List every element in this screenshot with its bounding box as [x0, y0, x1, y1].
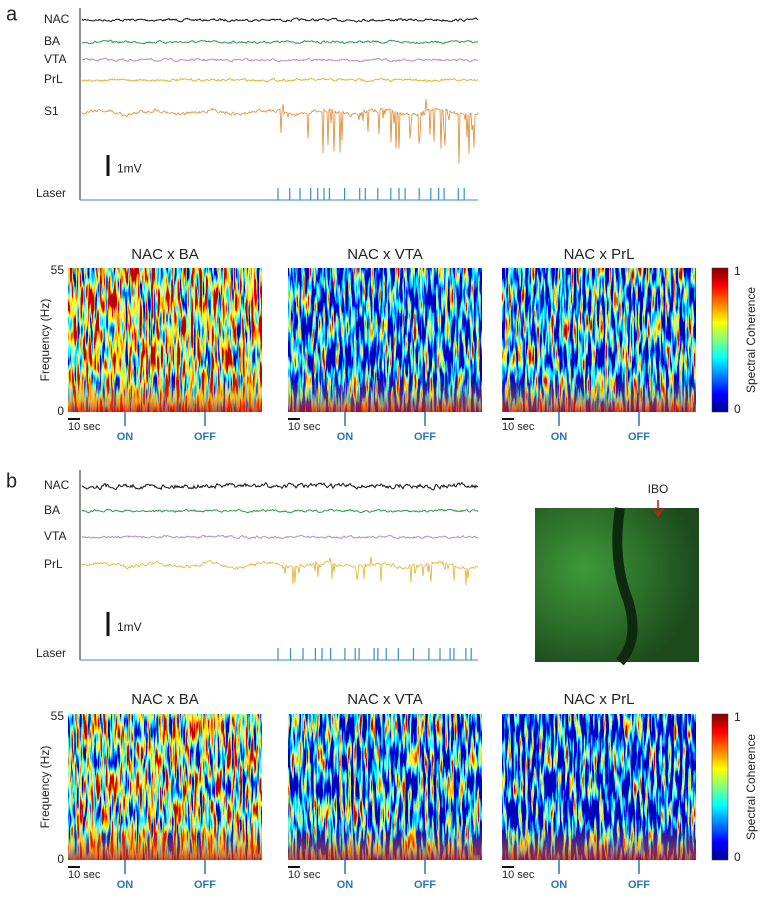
- freq-axis-label: Frequency (Hz): [38, 299, 52, 382]
- trace: [81, 39, 479, 45]
- arrow: [652, 500, 664, 518]
- colorbar-max: 1: [734, 264, 741, 278]
- low-band: [502, 714, 696, 860]
- event-label: ON: [337, 879, 354, 891]
- colorbar-max: 1: [734, 710, 741, 724]
- time-scale-label: 10 sec: [68, 869, 101, 881]
- trace: [81, 556, 479, 586]
- trace-label: VTA: [44, 52, 66, 66]
- trace-label: PrL: [44, 72, 63, 86]
- plot-title: NAC x VTA: [347, 691, 423, 708]
- trace: [81, 77, 479, 83]
- event-label: ON: [117, 431, 134, 443]
- trace: [81, 481, 479, 491]
- scale-bar-label: 1mV: [117, 162, 142, 176]
- time-scale-label: 10 sec: [502, 421, 535, 433]
- trace: [81, 57, 479, 63]
- freq-max: 55: [51, 263, 65, 277]
- trace-label: VTA: [44, 529, 66, 543]
- event-label: ON: [117, 879, 134, 891]
- event-label: ON: [551, 879, 568, 891]
- trace: [81, 508, 479, 514]
- panel-label: b: [6, 470, 17, 492]
- trace-label: NAC: [44, 12, 70, 26]
- low-band: [502, 268, 696, 412]
- panel-label: a: [6, 3, 18, 25]
- trace-label: NAC: [44, 478, 70, 492]
- plot-title: NAC x PrL: [564, 691, 635, 708]
- time-scale-label: 10 sec: [288, 421, 321, 433]
- time-scale-label: 10 sec: [68, 421, 101, 433]
- low-band: [288, 268, 482, 412]
- low-band: [288, 714, 482, 860]
- event-label: ON: [337, 431, 354, 443]
- event-label: OFF: [628, 431, 650, 443]
- trace: [81, 98, 479, 164]
- plot-title: NAC x BA: [131, 691, 199, 708]
- event-label: OFF: [194, 879, 216, 891]
- colorbar-label: Spectral Coherence: [744, 734, 758, 840]
- time-scale-label: 10 sec: [502, 869, 535, 881]
- trace: [81, 534, 479, 540]
- scale-bar-label: 1mV: [117, 620, 142, 634]
- colorbar: [711, 713, 729, 861]
- laser-label: Laser: [36, 646, 66, 660]
- time-scale-label: 10 sec: [288, 869, 321, 881]
- trace-label: BA: [44, 34, 60, 48]
- trace-label: PrL: [44, 557, 63, 571]
- freq-axis-label: Frequency (Hz): [38, 746, 52, 829]
- freq-min: 0: [57, 404, 64, 418]
- event-label: OFF: [414, 879, 436, 891]
- laser-label: Laser: [36, 186, 66, 200]
- freq-min: 0: [57, 852, 64, 866]
- trace: [81, 17, 479, 23]
- low-band: [68, 714, 262, 860]
- event-label: OFF: [414, 431, 436, 443]
- event-label: ON: [551, 431, 568, 443]
- colorbar-label: Spectral Coherence: [744, 287, 758, 393]
- trace-label: S1: [44, 104, 59, 118]
- colorbar-min: 0: [734, 402, 741, 416]
- colorbar: [711, 267, 729, 413]
- trace-label: BA: [44, 503, 60, 517]
- low-band: [68, 268, 262, 412]
- event-label: OFF: [194, 431, 216, 443]
- colorbar-min: 0: [734, 850, 741, 864]
- plot-title: NAC x BA: [131, 246, 199, 263]
- plot-title: NAC x VTA: [347, 246, 423, 263]
- event-label: OFF: [628, 879, 650, 891]
- plot-title: NAC x PrL: [564, 246, 635, 263]
- histology-label: IBO: [648, 482, 669, 496]
- freq-max: 55: [51, 709, 65, 723]
- midline: [612, 507, 638, 666]
